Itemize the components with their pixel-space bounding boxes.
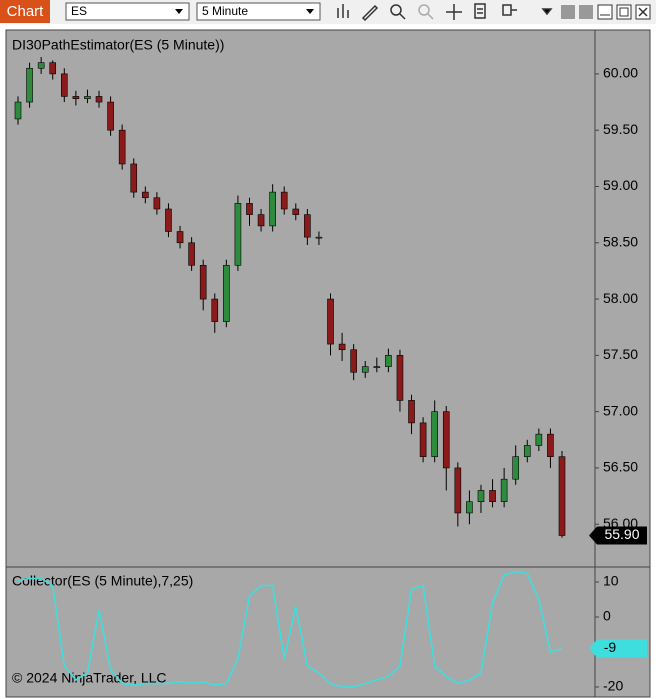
indicator-pane-title: Collector(ES (5 Minute),7,25) bbox=[12, 573, 193, 589]
candle-body bbox=[523, 445, 531, 457]
candle-body bbox=[315, 236, 323, 239]
candle-body bbox=[558, 456, 566, 536]
y-tick-label: 0 bbox=[603, 608, 611, 624]
window-buttons[interactable] bbox=[561, 4, 651, 20]
dropdown-arrow bbox=[175, 9, 183, 14]
candle-body bbox=[385, 355, 392, 367]
candle-body bbox=[408, 400, 415, 424]
toolbar-icons[interactable] bbox=[337, 3, 553, 22]
candle-body bbox=[500, 478, 508, 503]
candle-body bbox=[327, 298, 334, 345]
candle-body bbox=[60, 73, 68, 97]
y-tick-label: 56.50 bbox=[603, 459, 638, 475]
y-tick-label: 59.00 bbox=[603, 177, 638, 193]
candle-body bbox=[14, 101, 22, 120]
indicator-line bbox=[17, 570, 563, 688]
last-value-box bbox=[589, 639, 647, 658]
candle-body bbox=[176, 231, 184, 244]
candle-body bbox=[37, 62, 45, 69]
interval-select[interactable] bbox=[196, 2, 321, 21]
y-tick-label: 59.50 bbox=[603, 121, 638, 137]
candle-body bbox=[257, 214, 265, 227]
chart-button[interactable] bbox=[0, 0, 50, 23]
candle-body bbox=[304, 214, 311, 238]
candle-body bbox=[84, 96, 91, 99]
instrument-select[interactable] bbox=[65, 2, 190, 21]
candle-body bbox=[292, 208, 300, 215]
y-tick-label: 57.00 bbox=[603, 402, 638, 418]
candle-body bbox=[165, 208, 172, 232]
candle-body bbox=[153, 197, 161, 210]
candle-body bbox=[26, 67, 33, 103]
dropdown-arrow bbox=[306, 9, 314, 14]
candle-body bbox=[477, 490, 485, 503]
candle-body bbox=[454, 467, 462, 514]
candle-body bbox=[188, 242, 195, 266]
candle-body bbox=[396, 355, 404, 401]
last-price-label: 55.90 bbox=[604, 526, 639, 542]
chart-background bbox=[5, 29, 651, 698]
candle-body bbox=[223, 264, 230, 322]
candle-body bbox=[338, 343, 346, 351]
candle-body bbox=[142, 191, 149, 199]
candle-body bbox=[246, 203, 253, 215]
candle-body bbox=[419, 422, 427, 457]
y-tick-label: 10 bbox=[603, 573, 619, 589]
copyright: © 2024 NinjaTrader, LLC bbox=[12, 670, 167, 686]
candle-body bbox=[280, 191, 288, 210]
interval-label: 5 Minute bbox=[202, 4, 248, 18]
candle-body bbox=[373, 366, 381, 368]
last-price-box bbox=[589, 526, 647, 545]
candle-body bbox=[199, 264, 207, 300]
y-tick-label: -20 bbox=[603, 678, 623, 694]
price-pane-title: DI30PathEstimator(ES (5 Minute)) bbox=[12, 37, 224, 53]
candle-body bbox=[489, 490, 496, 503]
candle-body bbox=[350, 349, 357, 373]
candle-body bbox=[547, 433, 554, 457]
candle-body bbox=[431, 411, 438, 457]
candle-body bbox=[269, 191, 276, 227]
candle-body bbox=[72, 96, 80, 99]
y-tick-label: 58.00 bbox=[603, 290, 638, 306]
candle-body bbox=[49, 62, 57, 75]
candle-body bbox=[130, 163, 138, 193]
candle-body bbox=[535, 433, 543, 446]
y-tick-label: 60.00 bbox=[603, 65, 638, 81]
y-tick-label: 57.50 bbox=[603, 346, 638, 362]
candle-body bbox=[466, 501, 473, 514]
chart-button-label: Chart bbox=[7, 3, 45, 20]
candle-body bbox=[107, 101, 114, 131]
candle-body bbox=[118, 129, 126, 165]
last-value-label: -9 bbox=[604, 639, 617, 655]
candle-body bbox=[442, 411, 450, 469]
candle-body bbox=[361, 366, 369, 373]
candle-body bbox=[211, 298, 219, 322]
candle-body bbox=[512, 456, 520, 480]
y-tick-label: 58.50 bbox=[603, 233, 638, 249]
candle-body bbox=[234, 203, 242, 266]
instrument-label: ES bbox=[71, 4, 87, 18]
candle-body bbox=[95, 96, 103, 103]
